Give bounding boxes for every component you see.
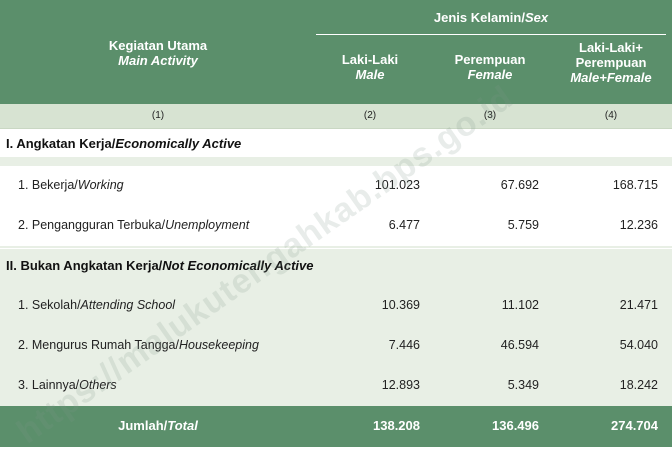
col-male-label-en: Male	[355, 67, 385, 82]
section-label: II. Bukan Angkatan Kerja/Not Economicall…	[6, 258, 314, 273]
total-row: Jumlah/Total 138.208 136.496 274.704	[0, 406, 672, 447]
header-sex-label-en: Sex	[524, 10, 549, 25]
cell-total: 168.715	[612, 178, 658, 192]
cell-male: 7.446	[388, 338, 420, 352]
header-col-male: Laki-Laki Male	[320, 52, 420, 82]
col-number-3: (3)	[483, 110, 497, 121]
row-label: 1. Sekolah/Attending School	[18, 298, 176, 312]
table-row: 2. Mengurus Rumah Tangga/Housekeeping 7.…	[0, 326, 672, 366]
row-divider	[0, 248, 672, 249]
cell-female: 46.594	[500, 338, 539, 352]
header-sex-label: Jenis Kelamin/	[433, 10, 525, 25]
col-both-label-2: Perempuan	[575, 55, 647, 70]
col-both-label-en: Male+Female	[570, 70, 652, 85]
table-row: 2. Pengangguran Terbuka/Unemployment 6.4…	[0, 206, 672, 246]
section-not-economically-active: II. Bukan Angkatan Kerja/Not Economicall…	[0, 250, 672, 278]
total-male: 138.208	[373, 418, 420, 433]
total-label: Jumlah/Total	[118, 418, 198, 433]
table-row: 3. Lainnya/Others 12.893 5.349 18.242	[0, 366, 672, 406]
cell-female: 11.102	[501, 298, 539, 312]
table-header: Kegiatan Utama Main Activity Jenis Kelam…	[0, 0, 672, 104]
row-label: 2. Mengurus Rumah Tangga/Housekeeping	[18, 338, 259, 352]
total-both: 274.704	[611, 418, 658, 433]
cell-female: 67.692	[500, 178, 539, 192]
header-main-activity-label: Kegiatan Utama	[108, 38, 208, 53]
cell-male: 10.369	[381, 298, 420, 312]
col-female-label-en: Female	[467, 67, 513, 82]
cell-total: 18.242	[619, 378, 658, 392]
cell-male: 101.023	[374, 178, 420, 192]
total-female: 136.496	[492, 418, 539, 433]
cell-total: 12.236	[619, 218, 658, 232]
cell-female: 5.349	[507, 378, 539, 392]
cell-female: 5.759	[507, 218, 539, 232]
table-row: 1. Sekolah/Attending School 10.369 11.10…	[0, 286, 672, 326]
header-col-female: Perempuan Female	[440, 52, 540, 82]
header-main-activity-label-en: Main Activity	[118, 53, 198, 68]
header-sex-group: Jenis Kelamin/Sex	[316, 10, 666, 25]
section-economically-active: I. Angkatan Kerja/Economically Active	[0, 129, 672, 157]
col-number-1: (1)	[151, 110, 165, 121]
col-female-label: Perempuan	[454, 52, 526, 67]
row-label: 2. Pengangguran Terbuka/Unemployment	[18, 218, 250, 232]
header-divider	[316, 34, 666, 35]
section-label: I. Angkatan Kerja/Economically Active	[6, 136, 242, 151]
col-male-label: Laki-Laki	[341, 52, 399, 67]
header-col-both: Laki-Laki+ Perempuan Male+Female	[556, 40, 666, 85]
column-number-row: (1) (2) (3) (4)	[0, 104, 672, 129]
col-number-4: (4)	[604, 110, 618, 121]
table-row: 1. Bekerja/Working 101.023 67.692 168.71…	[0, 166, 672, 206]
cell-total: 21.471	[619, 298, 658, 312]
cell-male: 12.893	[381, 378, 420, 392]
cell-total: 54.040	[619, 338, 658, 352]
cell-male: 6.477	[388, 218, 420, 232]
col-number-2: (2)	[363, 110, 377, 121]
header-main-activity: Kegiatan Utama Main Activity	[0, 38, 316, 68]
col-both-label-1: Laki-Laki+	[579, 40, 643, 55]
row-label: 3. Lainnya/Others	[18, 378, 117, 392]
row-label: 1. Bekerja/Working	[18, 178, 124, 192]
